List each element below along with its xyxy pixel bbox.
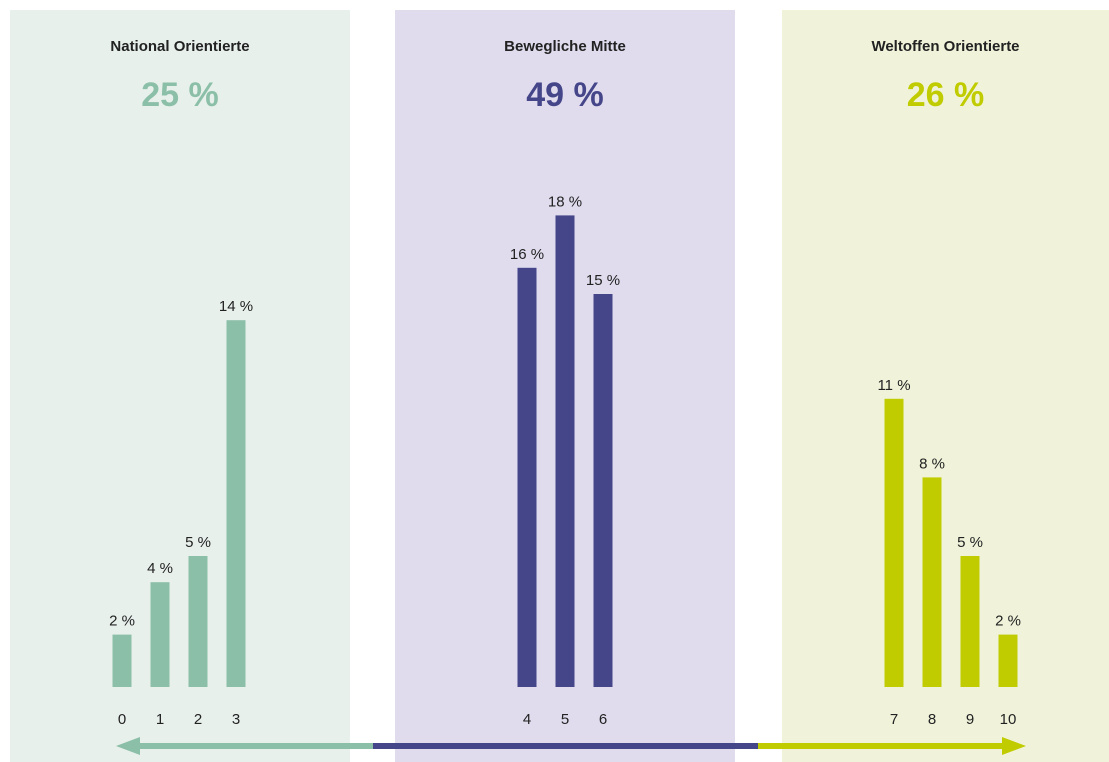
x-tick-label: 3 <box>232 711 240 728</box>
value-label: 11 % <box>877 377 910 394</box>
value-label: 15 % <box>586 272 620 289</box>
bar <box>226 320 246 687</box>
value-label: 2 % <box>109 613 135 630</box>
x-tick-label: 4 <box>523 711 531 728</box>
bar <box>112 634 132 687</box>
x-tick-label: 1 <box>156 711 164 728</box>
x-tick-label: 2 <box>194 711 202 728</box>
group-title: Bewegliche Mitte <box>504 38 626 55</box>
group-total: 49 % <box>526 76 604 114</box>
value-label: 2 % <box>995 613 1021 630</box>
arrow-head <box>1002 737 1026 755</box>
bar <box>998 634 1018 687</box>
bar <box>960 556 980 687</box>
group-total: 26 % <box>907 76 985 114</box>
value-label: 5 % <box>185 534 211 551</box>
bar <box>884 398 904 687</box>
value-label: 18 % <box>548 193 582 210</box>
x-tick-label: 0 <box>118 711 126 728</box>
x-tick-label: 6 <box>599 711 607 728</box>
x-tick-label: 7 <box>890 711 898 728</box>
group-title: Weltoffen Orientierte <box>871 38 1019 55</box>
value-label: 14 % <box>219 298 253 315</box>
value-label: 4 % <box>147 560 173 577</box>
x-tick-label: 8 <box>928 711 936 728</box>
bar <box>188 556 208 687</box>
x-tick-label: 9 <box>966 711 974 728</box>
panel-background <box>782 10 1109 762</box>
bar <box>555 215 575 687</box>
arrow-head <box>116 737 140 755</box>
bar <box>593 294 613 687</box>
value-label: 16 % <box>510 246 544 263</box>
value-label: 8 % <box>919 455 945 472</box>
bar <box>922 477 942 687</box>
bar <box>150 582 170 687</box>
x-tick-label: 5 <box>561 711 569 728</box>
group-title: National Orientierte <box>110 38 249 55</box>
panel-background <box>10 10 350 762</box>
bar <box>517 267 537 687</box>
value-label: 5 % <box>957 534 983 551</box>
group-total: 25 % <box>141 76 219 114</box>
x-tick-label: 10 <box>1000 711 1017 728</box>
